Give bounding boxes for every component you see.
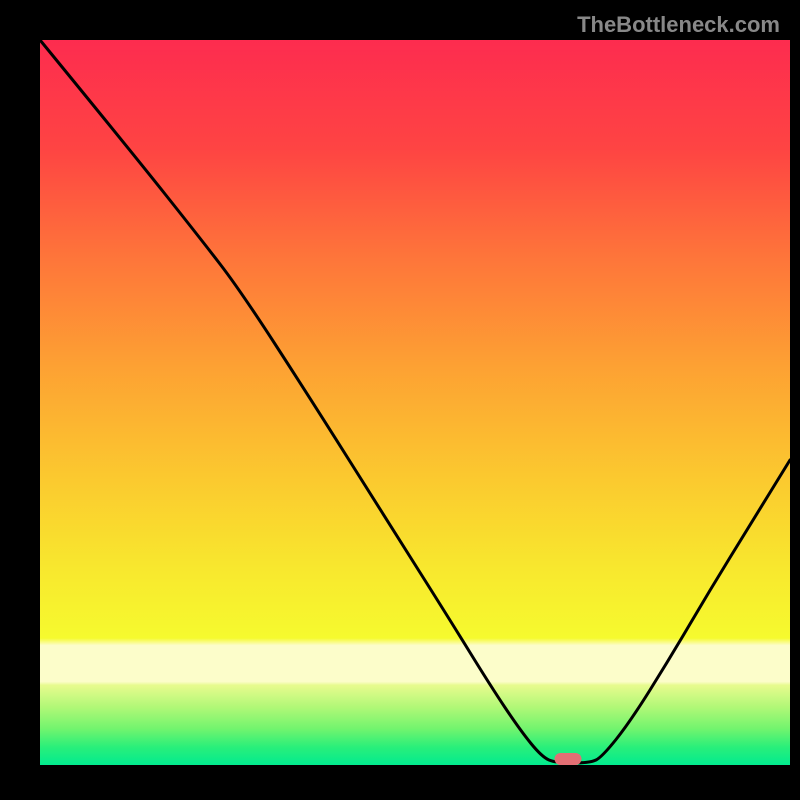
curve-path [40,40,790,763]
attribution-watermark: TheBottleneck.com [577,12,780,38]
bottleneck-curve [0,0,800,800]
chart-container: TheBottleneck.com [0,0,800,800]
minimum-marker [555,753,582,765]
